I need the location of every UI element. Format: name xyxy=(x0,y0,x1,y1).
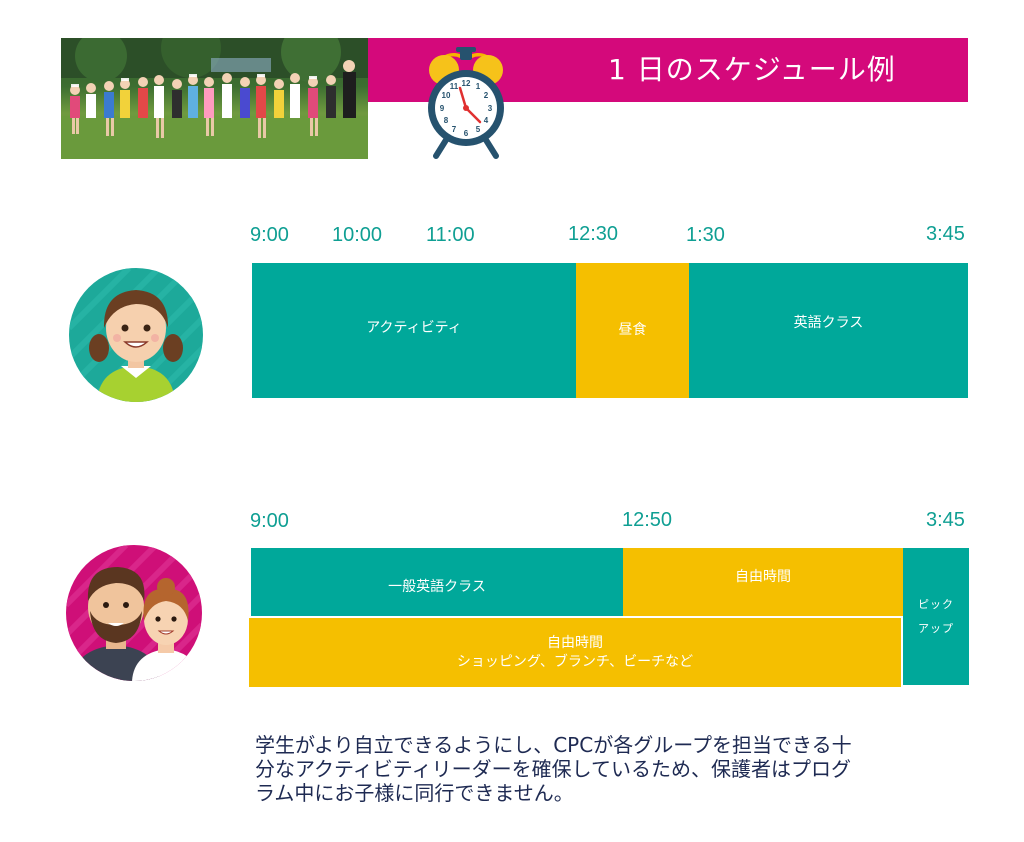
segment-activity: アクティビティ xyxy=(252,263,576,398)
segment-label: アクティビティ xyxy=(366,320,462,337)
time-label: 3:45 xyxy=(926,509,965,531)
svg-text:9: 9 xyxy=(440,104,445,113)
svg-text:5: 5 xyxy=(476,125,481,134)
segment-general-english: 一般英語クラス xyxy=(251,548,623,616)
group-photo xyxy=(61,38,368,159)
note-line: 学生がより自立できるようにし、CPCが各グループを担当できる十 xyxy=(255,733,852,757)
time-label: 10:00 xyxy=(332,224,383,246)
child-avatar-icon xyxy=(69,268,203,402)
time-label: 9:00 xyxy=(250,224,289,246)
svg-text:11: 11 xyxy=(450,82,459,91)
program-note: 学生がより自立できるようにし、CPCが各グループを担当できる十 分なアクティビテ… xyxy=(255,733,955,805)
note-line: ラム中にお子様に同行できません。 xyxy=(255,781,574,805)
segment-label: アップ xyxy=(918,621,954,635)
time-label: 1:30 xyxy=(686,224,725,246)
time-label: 12:50 xyxy=(622,509,673,531)
page-title: 1 日のスケジュール例 xyxy=(608,53,896,86)
svg-text:4: 4 xyxy=(484,116,489,125)
svg-text:7: 7 xyxy=(452,125,457,134)
segment-sublabel: ショッピング、ブランチ、ビーチなど xyxy=(456,653,694,670)
svg-text:6: 6 xyxy=(464,129,469,138)
segment-free-time-activities: 自由時間 ショッピング、ブランチ、ビーチなど xyxy=(249,618,901,687)
segment-label: 自由時間 xyxy=(547,634,603,651)
svg-text:1: 1 xyxy=(476,82,481,91)
svg-text:8: 8 xyxy=(444,116,449,125)
parents-avatar-icon xyxy=(66,545,202,681)
svg-text:3: 3 xyxy=(488,104,493,113)
segment-free-time: 自由時間 xyxy=(623,548,903,616)
svg-text:2: 2 xyxy=(484,91,489,100)
time-label: 12:30 xyxy=(568,223,619,245)
time-label: 9:00 xyxy=(250,510,289,532)
note-line: 分なアクティビティリーダーを確保しているため、保護者はプログ xyxy=(255,757,851,781)
segment-lunch: 昼食 xyxy=(576,263,689,398)
segment-english-class: 英語クラス xyxy=(689,263,968,398)
svg-text:10: 10 xyxy=(442,91,451,100)
segment-label: 一般英語クラス xyxy=(388,578,486,595)
segment-label: ピック xyxy=(918,597,954,611)
segment-label: 自由時間 xyxy=(735,568,791,585)
segment-pickup: ピック アップ xyxy=(903,548,969,685)
segment-label: 昼食 xyxy=(618,322,647,339)
time-label: 3:45 xyxy=(926,223,965,245)
segment-label: 英語クラス xyxy=(793,315,864,332)
svg-text:12: 12 xyxy=(462,79,471,88)
time-label: 11:00 xyxy=(426,224,475,246)
